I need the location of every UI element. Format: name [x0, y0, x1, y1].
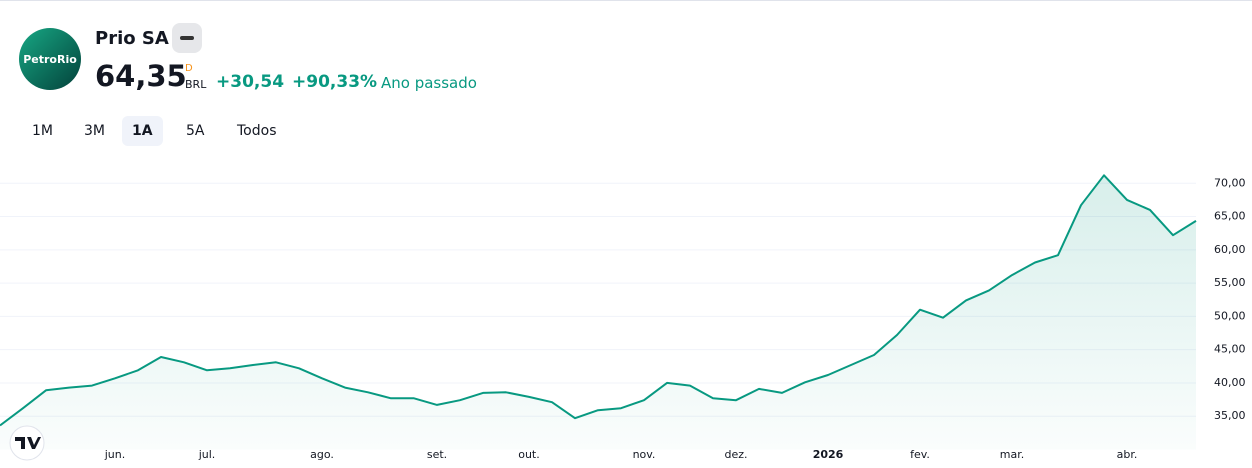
- x-tick-label: ago.: [310, 448, 334, 461]
- y-tick-label: 40,00: [1214, 376, 1246, 389]
- price: 64,35: [95, 59, 187, 93]
- change: +30,54: [216, 72, 285, 92]
- x-tick-label: mar.: [1000, 448, 1024, 461]
- range-button[interactable]: 1A: [122, 116, 163, 146]
- top-border: [0, 0, 1252, 1]
- y-tick-label: 60,00: [1214, 243, 1246, 256]
- logo: PetroRio: [19, 28, 81, 90]
- tv-logo[interactable]: [9, 425, 45, 461]
- y-tick-label: 50,00: [1214, 309, 1246, 322]
- symbol-name: Prio SA: [95, 28, 169, 49]
- logo-text: PetroRio: [23, 53, 77, 66]
- x-tick-label: set.: [427, 448, 447, 461]
- y-tick-label: 55,00: [1214, 276, 1246, 289]
- x-tick-label: dez.: [724, 448, 747, 461]
- status-badge[interactable]: [172, 23, 202, 53]
- y-tick-label: 65,00: [1214, 210, 1246, 223]
- y-tick-label: 45,00: [1214, 343, 1246, 356]
- x-tick-label: 2026: [813, 448, 844, 461]
- x-tick-label: jul.: [198, 448, 216, 461]
- range-button[interactable]: Todos: [237, 123, 277, 139]
- change-percent: +90,33%: [292, 72, 378, 92]
- interval: D: [185, 63, 193, 74]
- currency: BRL: [185, 78, 207, 91]
- price-line: [0, 174, 1197, 427]
- area-fill: [0, 175, 1196, 450]
- period: Ano passado: [381, 74, 477, 92]
- range-button[interactable]: 1M: [32, 123, 53, 139]
- x-tick-label: jun.: [104, 448, 126, 461]
- range-button[interactable]: 3M: [84, 123, 105, 139]
- y-tick-label: 70,00: [1214, 176, 1246, 189]
- x-tick-label: nov.: [633, 448, 656, 461]
- x-tick-label: out.: [518, 448, 540, 461]
- range-button[interactable]: 5A: [186, 123, 205, 139]
- x-tick-label: abr.: [1117, 448, 1138, 461]
- x-tick-label: fev.: [910, 448, 930, 461]
- y-tick-label: 35,00: [1214, 409, 1246, 422]
